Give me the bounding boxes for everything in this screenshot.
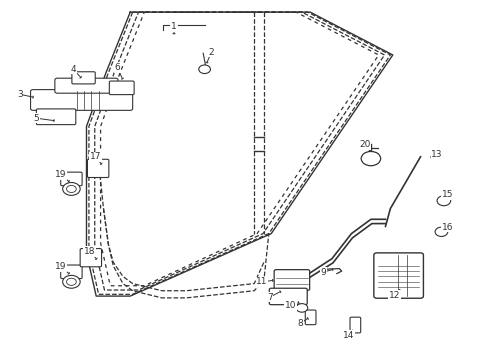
FancyBboxPatch shape xyxy=(61,172,82,186)
Circle shape xyxy=(361,152,380,166)
FancyBboxPatch shape xyxy=(87,159,109,177)
Text: 19: 19 xyxy=(55,170,66,179)
FancyBboxPatch shape xyxy=(55,78,118,93)
FancyBboxPatch shape xyxy=(109,81,134,95)
Text: 13: 13 xyxy=(430,150,442,159)
FancyBboxPatch shape xyxy=(36,109,76,125)
Circle shape xyxy=(199,65,210,73)
Text: 19: 19 xyxy=(55,262,66,271)
Text: 2: 2 xyxy=(208,48,214,57)
FancyBboxPatch shape xyxy=(274,270,309,291)
FancyBboxPatch shape xyxy=(305,310,315,325)
Circle shape xyxy=(62,183,80,195)
Text: 18: 18 xyxy=(84,247,96,256)
Text: 8: 8 xyxy=(296,319,302,328)
Circle shape xyxy=(66,278,76,285)
Text: 10: 10 xyxy=(284,301,295,310)
Text: 14: 14 xyxy=(342,331,353,340)
FancyBboxPatch shape xyxy=(349,317,360,333)
Text: 4: 4 xyxy=(70,65,76,74)
Text: 6: 6 xyxy=(114,63,120,72)
Text: 15: 15 xyxy=(441,190,452,199)
FancyBboxPatch shape xyxy=(269,288,306,305)
Text: 12: 12 xyxy=(388,291,399,300)
Text: 3: 3 xyxy=(17,90,23,99)
Text: 20: 20 xyxy=(359,140,370,149)
Circle shape xyxy=(436,196,450,206)
Text: 7: 7 xyxy=(266,293,272,302)
FancyBboxPatch shape xyxy=(30,90,132,111)
Text: 5: 5 xyxy=(34,114,39,123)
Circle shape xyxy=(295,303,307,312)
FancyBboxPatch shape xyxy=(80,249,102,267)
FancyBboxPatch shape xyxy=(72,72,95,84)
Text: 11: 11 xyxy=(256,277,267,286)
Text: 9: 9 xyxy=(320,268,325,277)
Circle shape xyxy=(434,227,447,237)
Circle shape xyxy=(62,275,80,288)
FancyBboxPatch shape xyxy=(61,265,82,279)
Text: 1: 1 xyxy=(171,22,177,31)
Circle shape xyxy=(66,185,76,193)
Text: 17: 17 xyxy=(89,152,101,161)
FancyBboxPatch shape xyxy=(373,253,423,298)
Text: 16: 16 xyxy=(441,222,452,231)
